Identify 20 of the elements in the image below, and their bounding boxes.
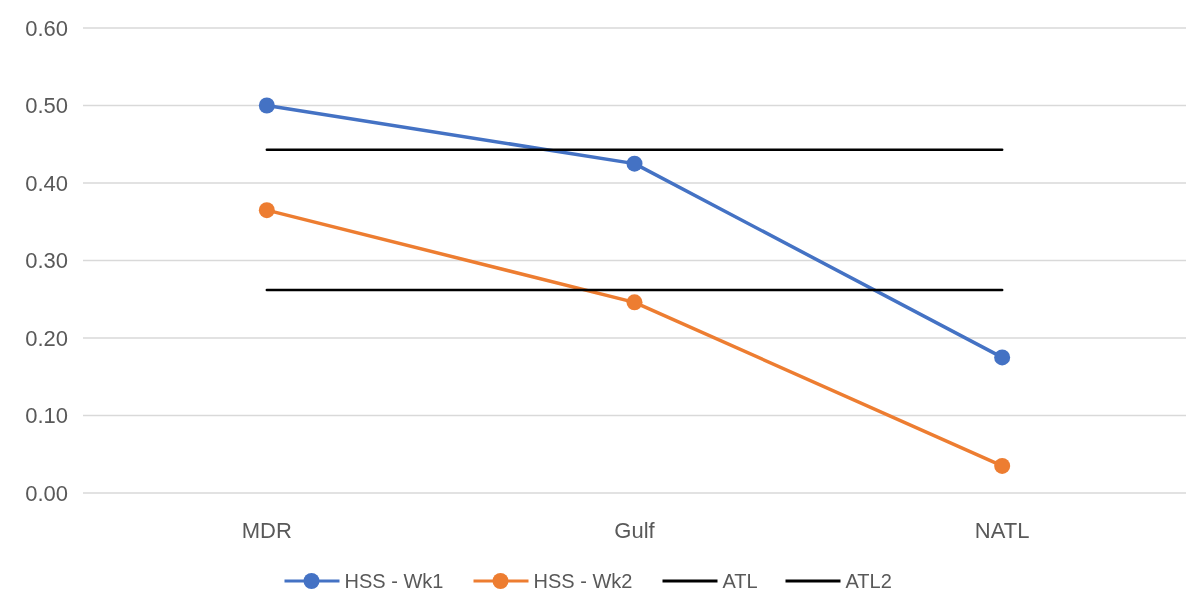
legend-label: ATL [722,570,758,592]
point [994,457,1011,474]
y-tick-label: 0.40 [25,170,68,196]
point [994,349,1011,366]
legend-label: ATL2 [845,570,892,592]
point [258,202,275,219]
y-tick-label: 0.30 [25,248,68,274]
y-tick-label: 0.50 [25,93,68,119]
point [626,155,643,172]
x-tick-label: Gulf [614,518,656,543]
y-tick-label: 0.10 [25,403,68,429]
x-tick-label: NATL [974,518,1030,543]
y-tick-label: 0.60 [25,15,68,41]
legend-label: HSS - Wk1 [344,570,444,592]
point [626,294,643,311]
y-tick-label: 0.00 [25,480,68,506]
y-tick-label: 0.20 [25,325,68,351]
point [258,97,275,114]
legend-label: HSS - Wk2 [533,570,633,592]
x-tick-label: MDR [241,518,292,543]
